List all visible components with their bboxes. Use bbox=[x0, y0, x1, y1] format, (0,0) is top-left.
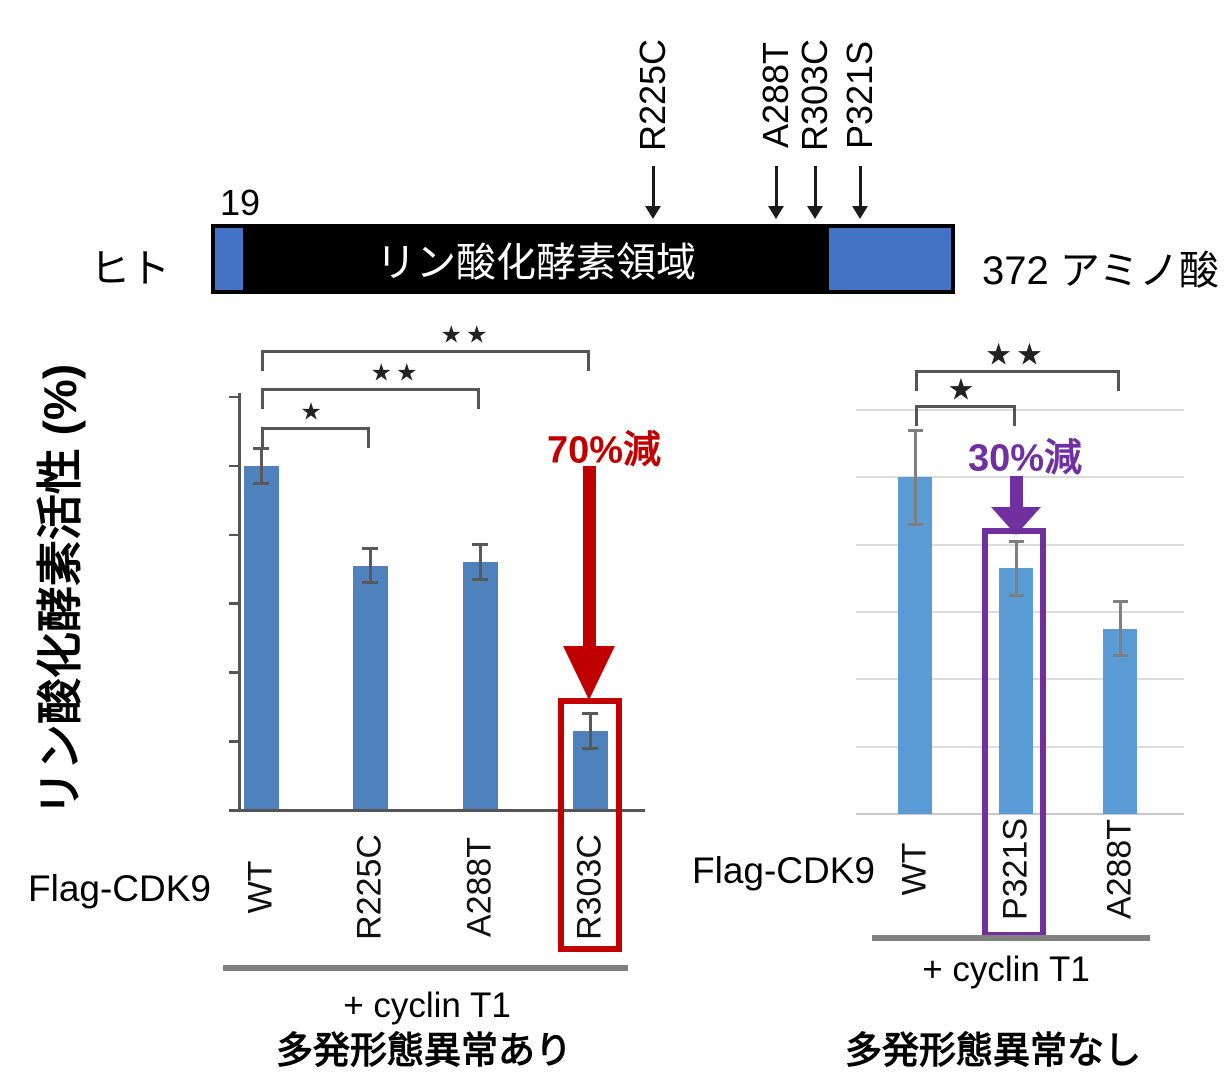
annotation-arrow-shaft bbox=[582, 466, 596, 646]
y-tick-mark bbox=[229, 533, 238, 537]
group-title-right: 多発形態異常なし bbox=[845, 1030, 1141, 1071]
mutation-arrow-shaft bbox=[858, 166, 862, 208]
category-label-WT: WT bbox=[895, 842, 934, 896]
significance-bracket-end bbox=[587, 350, 590, 371]
n-terminal-segment bbox=[215, 228, 243, 290]
c-terminal-segment bbox=[829, 228, 951, 290]
y-tick-mark bbox=[229, 602, 238, 605]
significance-bracket-end bbox=[261, 427, 264, 448]
significance-stars: ★ bbox=[947, 373, 979, 407]
bar-WT bbox=[243, 465, 279, 810]
error-bar-WT bbox=[259, 448, 263, 483]
error-bar-cap bbox=[907, 522, 923, 526]
protein-bar: リン酸化酵素領域 bbox=[211, 224, 955, 294]
y-tick-mark bbox=[229, 464, 238, 468]
decrease-annotation-left: 70%減 bbox=[546, 429, 662, 472]
category-label-A288T: A288T bbox=[1100, 818, 1139, 920]
bar-P321S bbox=[999, 568, 1033, 814]
annotation-arrow-shaft bbox=[1009, 476, 1023, 507]
gridline-120.0 bbox=[856, 408, 1184, 411]
error-bar-cap bbox=[362, 546, 378, 550]
error-bar-A288T bbox=[478, 544, 482, 580]
error-bar-WT bbox=[913, 430, 917, 525]
category-label-WT: WT bbox=[241, 860, 280, 914]
error-bar-cap bbox=[253, 447, 269, 451]
significance-bracket-end bbox=[915, 405, 918, 426]
error-bar-cap bbox=[1112, 654, 1128, 658]
category-label-A288T: A288T bbox=[460, 836, 499, 938]
annotation-arrow-head bbox=[563, 646, 615, 700]
significance-bracket-end bbox=[261, 388, 264, 409]
condition-label-left: + cyclin T1 bbox=[343, 986, 511, 1025]
mutation-arrow-head bbox=[645, 206, 661, 219]
gridline-0.0 bbox=[856, 813, 1184, 815]
bar-A288T bbox=[462, 562, 498, 810]
highlight-box-R303C bbox=[558, 698, 622, 952]
significance-bracket bbox=[261, 427, 370, 430]
error-bar-cap bbox=[362, 581, 378, 585]
error-bar-P321S bbox=[1014, 541, 1018, 596]
condition-label-right: + cyclin T1 bbox=[922, 950, 1090, 989]
error-bar-R225C bbox=[368, 548, 372, 583]
significance-bracket-end bbox=[261, 350, 264, 371]
gridline-80.0 bbox=[856, 543, 1184, 546]
significance-bracket bbox=[261, 388, 480, 391]
error-bar-cap bbox=[582, 746, 598, 750]
bar-WT bbox=[898, 477, 932, 814]
y-tick-mark bbox=[229, 740, 238, 743]
protein-length-label: 372 アミノ酸 bbox=[982, 249, 1220, 293]
protein-diagram: R225C A288T R303C P321S 19 ヒト リン酸化酵素領域 372 … bbox=[0, 0, 1226, 310]
kinase-domain-label: リン酸化酵素領域 bbox=[376, 241, 696, 285]
annotation-arrow-head bbox=[991, 507, 1041, 535]
significance-stars: ★ bbox=[300, 398, 326, 426]
mutation-arrow-shaft bbox=[813, 166, 817, 208]
construct-label-right: Flag-CDK9 bbox=[692, 850, 875, 891]
significance-stars: ★★ bbox=[985, 338, 1047, 372]
error-bar-R303C bbox=[588, 713, 592, 749]
mutation-arrow-head bbox=[807, 206, 823, 219]
mutation-arrow-head bbox=[768, 206, 784, 219]
mutation-arrow-head bbox=[852, 206, 868, 219]
highlight-box-P321S bbox=[982, 528, 1046, 938]
error-bar-cap bbox=[1112, 600, 1128, 604]
significance-bracket-end bbox=[1013, 405, 1016, 426]
significance-bracket-end bbox=[1117, 370, 1120, 391]
bar-R225C bbox=[352, 565, 388, 810]
significance-stars: ★★ bbox=[370, 359, 422, 387]
error-bar-A288T bbox=[1118, 601, 1122, 656]
condition-underline-left bbox=[223, 965, 628, 971]
condition-underline-right bbox=[872, 935, 1150, 941]
significance-bracket bbox=[261, 350, 590, 353]
bar-A288T bbox=[1103, 628, 1137, 814]
y-tick-mark bbox=[229, 395, 238, 399]
mutation-arrow-shaft bbox=[774, 166, 778, 208]
group-title-left: 多発形態異常あり bbox=[276, 1030, 572, 1071]
species-label: ヒト bbox=[90, 247, 170, 291]
mutation-arrow-shaft bbox=[651, 166, 655, 208]
error-bar-cap bbox=[582, 712, 598, 716]
significance-bracket bbox=[915, 405, 1016, 408]
decrease-annotation-right: 30%減 bbox=[967, 437, 1083, 480]
y-tick-mark bbox=[229, 671, 238, 674]
significance-bracket-end bbox=[915, 370, 918, 391]
error-bar-cap bbox=[1008, 593, 1024, 597]
construct-label-left: Flag-CDK9 bbox=[28, 868, 211, 909]
category-label-R225C: R225C bbox=[350, 834, 389, 940]
domain-start-residue-label: 19 bbox=[220, 182, 261, 223]
significance-stars: ★★ bbox=[440, 321, 492, 349]
error-bar-cap bbox=[472, 577, 488, 581]
significance-bracket bbox=[915, 370, 1120, 373]
error-bar-cap bbox=[1008, 539, 1024, 543]
error-bar-cap bbox=[253, 481, 269, 485]
y-axis-line bbox=[238, 393, 241, 812]
mutation-annotations: R225C A288T R303C P321S bbox=[0, 0, 1226, 310]
significance-bracket-end bbox=[367, 427, 370, 448]
error-bar-cap bbox=[907, 428, 923, 432]
significance-bracket-end bbox=[477, 388, 480, 409]
y-tick-mark bbox=[229, 809, 238, 812]
error-bar-cap bbox=[472, 543, 488, 547]
x-axis-line bbox=[238, 809, 645, 812]
